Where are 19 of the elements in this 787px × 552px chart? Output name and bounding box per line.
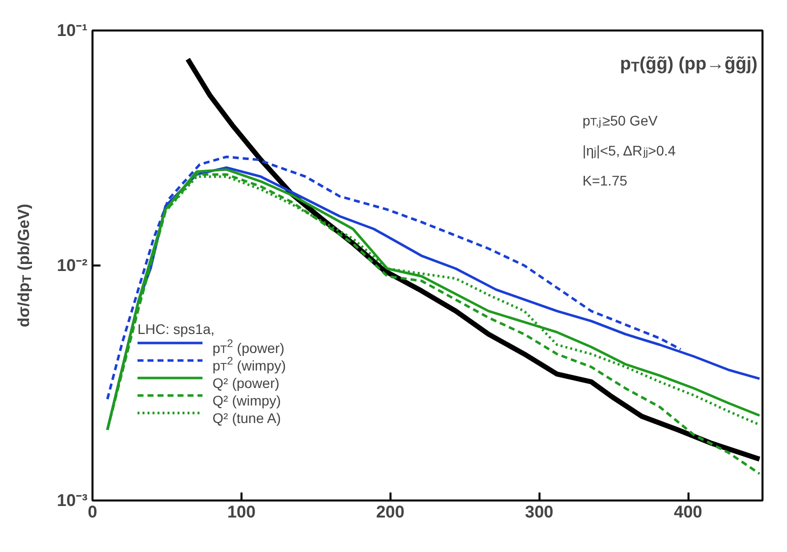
y-axis-title: dσ/dpT (pb/GeV) — [16, 204, 34, 328]
legend-label: Q² (tune A) — [212, 410, 281, 426]
y-tick-label: 10⁻¹ — [56, 21, 88, 40]
legend-label: pT2 (wimpy) — [212, 356, 286, 374]
annotation: pT,j≥50 GeV — [582, 112, 658, 129]
x-tick-label: 400 — [674, 502, 702, 522]
legend-label: Q² (wimpy) — [212, 392, 281, 408]
annotation: |ηj|<5, ΔRjj>0.4 — [582, 142, 676, 159]
annotation: K=1.75 — [582, 172, 628, 188]
x-tick-label: 200 — [376, 502, 404, 522]
legend-label: pT2 (power) — [212, 338, 284, 356]
x-tick-label: 100 — [227, 502, 256, 522]
y-tick-label: 10⁻³ — [56, 491, 88, 510]
legend-label: Q² (power) — [212, 375, 280, 391]
annotation: pT(g̃g̃) (pp→g̃g̃j) — [620, 54, 758, 74]
x-tick-label: 0 — [88, 502, 98, 522]
x-tick-label: 300 — [524, 502, 554, 522]
legend-title: LHC: sps1a, — [138, 321, 215, 337]
y-tick-label: 10⁻² — [56, 256, 88, 275]
